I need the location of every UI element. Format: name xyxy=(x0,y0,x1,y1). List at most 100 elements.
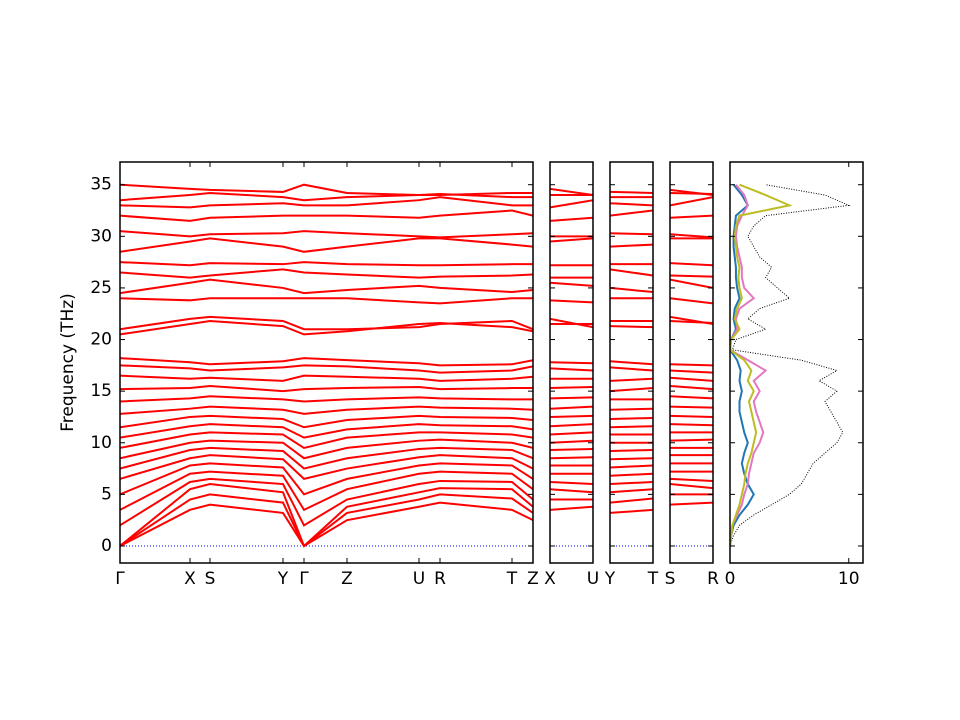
x-tick-label: 10 xyxy=(838,569,860,589)
band xyxy=(670,395,713,400)
band xyxy=(610,209,653,217)
band xyxy=(610,202,653,207)
x-tick-label: Γ xyxy=(299,569,309,589)
band xyxy=(610,387,653,393)
band xyxy=(550,447,593,451)
band xyxy=(550,405,593,410)
x-tick-label: U xyxy=(587,569,599,589)
band xyxy=(120,477,533,527)
band xyxy=(550,431,593,436)
x-tick-label: S xyxy=(205,569,216,589)
band xyxy=(610,457,653,461)
band xyxy=(610,448,653,453)
band xyxy=(670,384,713,391)
band xyxy=(120,414,533,429)
band xyxy=(610,425,653,429)
y-tick-label: 5 xyxy=(101,484,112,504)
band xyxy=(610,497,653,504)
band xyxy=(550,423,593,428)
x-tick-label: X xyxy=(184,569,196,589)
band xyxy=(670,297,713,305)
x-tick-label: Γ xyxy=(115,569,125,589)
band xyxy=(120,364,533,374)
band xyxy=(550,317,593,329)
band xyxy=(610,268,653,277)
band xyxy=(550,396,593,400)
band xyxy=(550,187,593,197)
band xyxy=(120,501,533,548)
band xyxy=(120,470,533,512)
y-axis-label: Frequency (THz) xyxy=(58,293,78,432)
band xyxy=(610,377,653,382)
band xyxy=(670,274,713,278)
band xyxy=(610,407,653,411)
band xyxy=(120,196,533,209)
band xyxy=(120,423,533,439)
band xyxy=(670,477,713,482)
band xyxy=(670,501,713,506)
plot-area xyxy=(670,188,713,547)
band xyxy=(610,360,653,366)
band xyxy=(670,214,713,219)
band xyxy=(120,446,533,470)
band xyxy=(610,366,653,372)
frame xyxy=(549,161,594,564)
band xyxy=(670,196,713,207)
plot-area xyxy=(730,183,851,547)
band xyxy=(670,315,713,326)
plot-area xyxy=(120,183,533,548)
band xyxy=(120,357,533,367)
frame xyxy=(669,161,714,564)
y-tick-label: 20 xyxy=(90,330,112,350)
x-tick-label: R xyxy=(707,569,719,589)
dos-line xyxy=(730,184,851,547)
band xyxy=(550,386,593,390)
y-tick-label: 0 xyxy=(101,536,112,556)
y-tick-label: 25 xyxy=(90,278,112,298)
band xyxy=(670,188,713,197)
band xyxy=(610,472,653,477)
y-tick-label: 30 xyxy=(90,226,112,246)
dos-line xyxy=(730,184,755,547)
frame xyxy=(609,161,654,564)
band xyxy=(610,286,653,294)
y-tick-label: 15 xyxy=(90,381,112,401)
x-tick-label: U xyxy=(413,569,425,589)
band xyxy=(670,233,713,239)
band xyxy=(550,299,593,304)
y-tick-label: 10 xyxy=(90,433,112,453)
band xyxy=(670,363,713,367)
band xyxy=(120,405,533,415)
band xyxy=(550,281,593,287)
band xyxy=(120,315,533,331)
band xyxy=(550,505,593,511)
band xyxy=(120,230,533,239)
band xyxy=(120,374,533,382)
band xyxy=(550,439,593,444)
band xyxy=(120,454,533,480)
band xyxy=(120,462,533,496)
band xyxy=(550,414,593,418)
frame xyxy=(119,161,534,564)
band xyxy=(550,367,593,372)
band xyxy=(610,416,653,421)
band xyxy=(610,243,653,248)
dos-line xyxy=(730,183,793,547)
band xyxy=(670,376,713,382)
band xyxy=(120,191,533,202)
band xyxy=(670,483,713,490)
frame xyxy=(729,161,864,564)
band xyxy=(550,488,593,494)
x-tick-label: X xyxy=(544,569,556,589)
plot-area xyxy=(550,187,593,547)
x-tick-label: T xyxy=(647,569,659,589)
band xyxy=(610,508,653,514)
x-tick-label: S xyxy=(665,569,676,589)
x-tick-label: Y xyxy=(277,569,289,589)
x-tick-label: T xyxy=(506,569,518,589)
band xyxy=(670,423,713,427)
band xyxy=(670,369,713,374)
x-tick-label: Z xyxy=(341,569,353,589)
band xyxy=(120,209,533,222)
